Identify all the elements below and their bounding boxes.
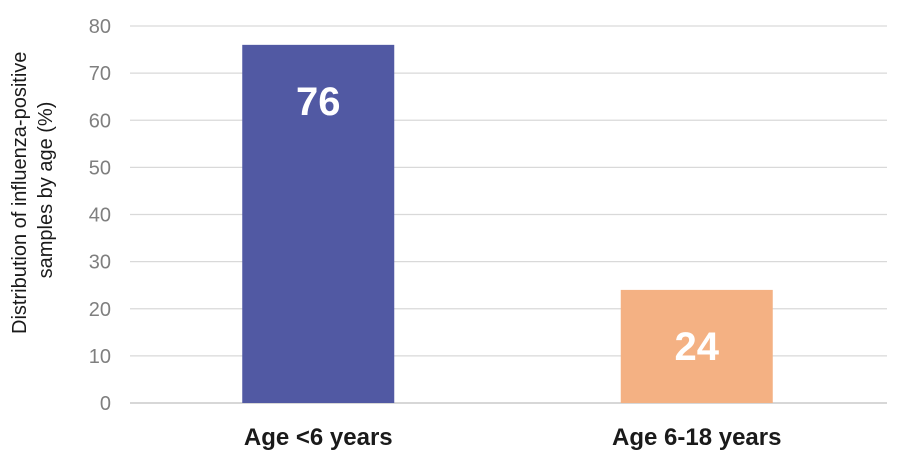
y-tick-label: 30	[89, 252, 111, 274]
y-tick-label: 20	[89, 299, 111, 321]
y-axis-title-line-2: samples by age (%)	[35, 102, 57, 279]
y-axis-title: Distribution of influenza-positive sampl…	[9, 46, 57, 334]
data-label-2: 24	[675, 325, 720, 369]
y-tick-label: 10	[89, 346, 111, 368]
bar-2	[620, 289, 773, 403]
y-tick-label: 0	[100, 393, 111, 415]
y-tick-label: 60	[89, 110, 111, 132]
y-tick-label: 80	[89, 16, 111, 38]
category-label-1: Age <6 years	[244, 424, 393, 451]
data-labels: 76 24	[296, 80, 720, 369]
y-axis-ticks: 0 10 20 30 40 50 60 70 80	[89, 16, 111, 415]
y-tick-label: 50	[89, 157, 111, 179]
bar-1	[242, 44, 395, 403]
x-axis-categories: Age <6 years Age 6-18 years	[244, 424, 782, 451]
y-axis-title-line-1: Distribution of influenza-positive	[9, 52, 31, 334]
y-tick-label: 40	[89, 205, 111, 227]
y-tick-label: 70	[89, 63, 111, 85]
data-label-1: 76	[296, 80, 341, 124]
bars	[242, 44, 773, 403]
category-label-2: Age 6-18 years	[612, 424, 781, 451]
